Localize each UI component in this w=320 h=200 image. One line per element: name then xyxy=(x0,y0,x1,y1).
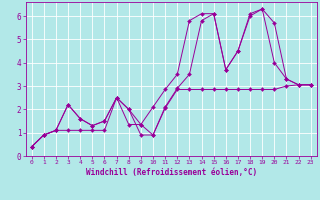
X-axis label: Windchill (Refroidissement éolien,°C): Windchill (Refroidissement éolien,°C) xyxy=(86,168,257,177)
